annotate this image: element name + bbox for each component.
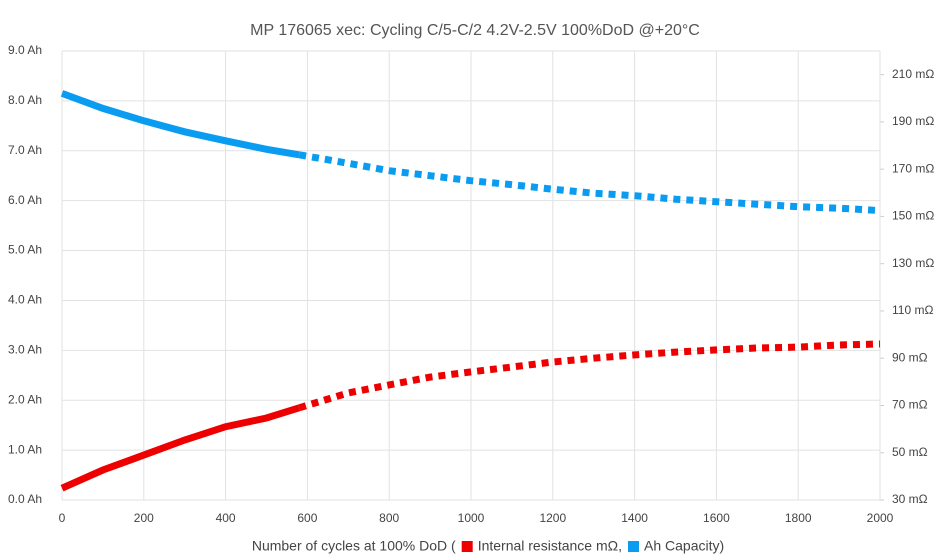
x-tick-label: 1200 [539, 511, 566, 525]
y2-tick-label: 110 mΩ [892, 303, 933, 317]
y2-tick-label: 90 mΩ [892, 350, 928, 364]
series-line-dashed [298, 151, 881, 215]
y2-tick-label: 70 mΩ [892, 398, 928, 412]
x-tick-label: 2000 [867, 511, 894, 525]
y-tick-label: 5.0 Ah [8, 243, 42, 257]
y2-tick-label: 150 mΩ [892, 209, 934, 223]
legend-label: Ah Capacity) [644, 538, 724, 554]
series-line [60, 404, 301, 492]
x-axis-title: Number of cycles at 100% DoD ( [252, 538, 456, 554]
series-line-dashed [298, 340, 881, 412]
y-tick-label: 7.0 Ah [8, 143, 42, 157]
x-tick-label: 1400 [621, 511, 648, 525]
y2-tick-label: 210 mΩ [892, 67, 934, 81]
x-tick-label: 0 [59, 511, 66, 525]
legend-swatch [628, 541, 640, 552]
x-tick-label: 1800 [785, 511, 812, 525]
y-tick-label: 8.0 Ah [8, 93, 42, 107]
legend-label: Internal resistance mΩ, [478, 538, 622, 554]
x-tick-label: 800 [379, 511, 399, 525]
chart-title: MP 176065 xec: Cycling C/5-C/2 4.2V-2.5V… [250, 22, 700, 39]
y2-tick-label: 170 mΩ [892, 161, 934, 175]
x-tick-label: 200 [134, 511, 154, 525]
y-tick-label: 4.0 Ah [8, 293, 42, 307]
x-tick-label: 1600 [703, 511, 730, 525]
y2-tick-label: 190 mΩ [892, 114, 934, 128]
y-tick-label: 6.0 Ah [8, 193, 42, 207]
y-tick-label: 1.0 Ah [8, 442, 42, 456]
y-tick-label: 0.0 Ah [8, 492, 42, 506]
x-tick-label: 400 [216, 511, 236, 525]
x-tick-label: 600 [297, 511, 317, 525]
series-line [60, 90, 300, 159]
y-tick-label: 9.0 Ah [8, 43, 42, 57]
y2-tick-label: 50 mΩ [892, 445, 928, 459]
y-tick-label: 2.0 Ah [8, 392, 42, 406]
y2-tick-label: 30 mΩ [892, 492, 928, 506]
y-tick-label: 3.0 Ah [8, 343, 42, 357]
x-tick-label: 1000 [458, 511, 485, 525]
y2-tick-label: 130 mΩ [892, 256, 934, 270]
legend-swatch [461, 541, 473, 552]
